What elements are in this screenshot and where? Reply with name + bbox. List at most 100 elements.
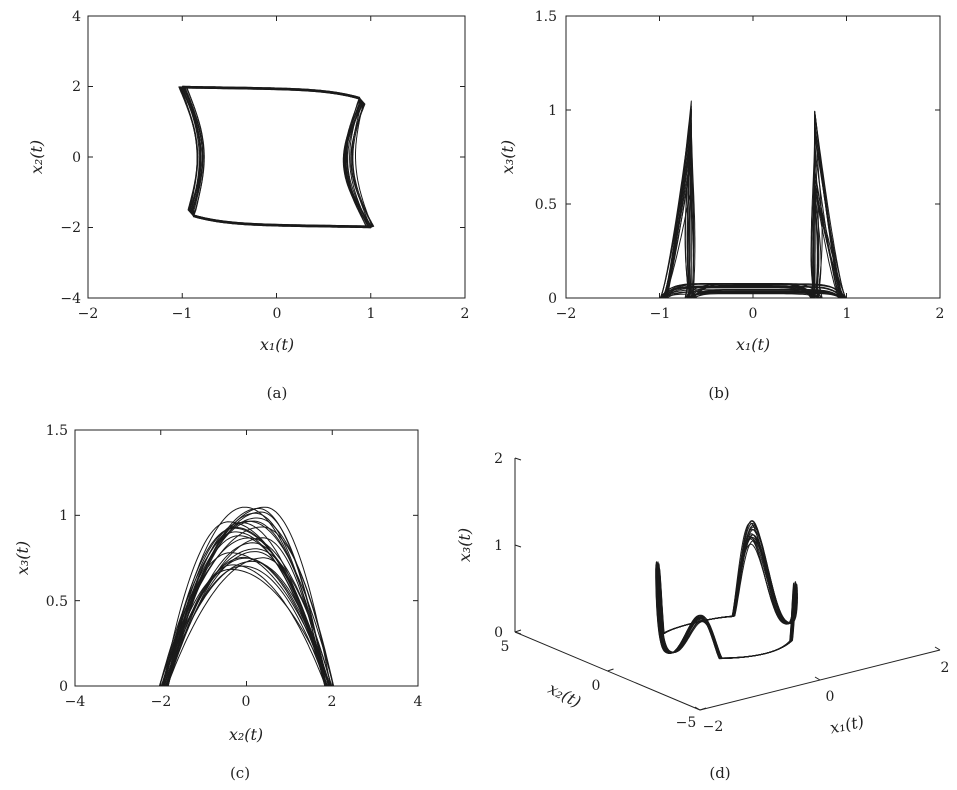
chart-b-xtick-label: −2	[556, 306, 577, 322]
chart-a-xticklabels: −2 −1 0 1 2	[78, 306, 470, 322]
chart-c-trajectory	[161, 552, 332, 687]
chart-c-trajectory	[163, 557, 330, 687]
chart-a-yticklabels: −4 −2 0 2 4	[60, 9, 81, 307]
chart-d-yticklabels: 5 0 −5	[501, 639, 697, 731]
chart-c-ticks	[74, 429, 419, 687]
chart-a-trajectory	[182, 85, 372, 229]
chart-d-ytick	[699, 707, 707, 711]
chart-a-trajectory	[181, 86, 372, 228]
chart-a-trajectory	[182, 86, 372, 227]
chart-b-ytick-label: 1	[548, 103, 557, 119]
chart-d-ylabel: x₂(t)	[545, 679, 584, 712]
chart-d-trajectory	[656, 522, 797, 659]
chart-d-zlabel: x₃(t)	[455, 528, 474, 562]
chart-a-ticks	[87, 15, 466, 299]
chart-a-trajectory	[180, 86, 372, 228]
chart-a-ytick-label: 0	[72, 150, 81, 166]
chart-a-trajectory	[182, 86, 372, 228]
chart-a-panel-label: (a)	[267, 384, 288, 402]
chart-b-trajectory	[663, 111, 843, 299]
chart-b-ytick-label: 0	[548, 291, 557, 307]
chart-d-xtick	[814, 676, 821, 681]
chart-b-ylabel: x₃(t)	[498, 140, 517, 174]
chart-c-xtick-label: 2	[328, 694, 337, 710]
chart-c-xtick-label: 0	[242, 694, 251, 710]
chart-d: 0 1 2 5 0 −5 −2 0 2 x₃(t) x₂(t) x₁(t) (d…	[455, 451, 949, 782]
chart-c-trajectory	[164, 520, 329, 687]
chart-b-trajectory	[662, 110, 844, 299]
chart-b-yticklabels: 0 0.5 1 1.5	[535, 9, 557, 307]
chart-b-ticks	[565, 15, 941, 299]
chart-b-xticklabels: −2 −1 0 1 2	[556, 306, 945, 322]
chart-d-ytick	[607, 668, 614, 672]
chart-a-ytick-label: 4	[72, 9, 81, 25]
chart-c-trajectory	[166, 564, 327, 687]
chart-d-trajectory	[656, 528, 797, 659]
chart-d-ytick-label: −5	[676, 715, 697, 731]
chart-d-xtick-label: −2	[703, 719, 724, 735]
chart-c-trajectory	[166, 531, 327, 687]
chart-c-xlabel: x₂(t)	[229, 725, 263, 744]
chart-c-yticklabels: 0 0.5 1 1.5	[46, 423, 68, 695]
chart-c-xticklabels: −4 −2 0 2 4	[65, 694, 423, 710]
chart-a-trajectory	[181, 85, 372, 229]
chart-d-panel-label: (d)	[709, 764, 730, 782]
chart-a-ytick-label: −2	[60, 220, 81, 236]
chart-a-trajectory	[181, 86, 372, 228]
chart-b-xtick-label: 2	[936, 306, 945, 322]
chart-d-xtick-label: 2	[941, 660, 950, 676]
chart-d-trajectory	[657, 520, 796, 659]
chart-c-trajectory	[166, 557, 327, 687]
chart-d-axes	[514, 458, 941, 711]
chart-b-frame	[565, 15, 941, 299]
chart-a-ylabel: x₂(t)	[27, 140, 46, 174]
chart-c-trajectory	[166, 507, 327, 687]
chart-d-xticklabels: −2 0 2	[703, 660, 950, 735]
chart-a-ytick-label: 2	[72, 79, 81, 95]
chart-d-trajectory	[656, 520, 797, 659]
chart-d-trajectory	[656, 534, 797, 659]
chart-d-trajectory	[655, 524, 798, 659]
chart-c-ytick-label: 1	[59, 508, 68, 524]
chart-b-ytick-label: 1.5	[535, 9, 557, 25]
chart-a-xtick-label: −1	[172, 306, 193, 322]
chart-a-trajectory	[182, 86, 372, 227]
chart-b-xtick-label: 1	[843, 306, 852, 322]
chart-b-ytick-label: 0.5	[535, 197, 557, 213]
chart-c-attractor	[158, 506, 335, 687]
chart-d-xlabel: x₁(t)	[828, 712, 866, 738]
chart-a-trajectory	[182, 86, 372, 227]
chart-c-trajectory	[162, 568, 331, 687]
chart-d-xtick	[694, 706, 701, 711]
chart-a-trajectory	[181, 86, 372, 228]
chart-b-trajectory	[661, 181, 845, 299]
chart-c-ytick-label: 0	[59, 679, 68, 695]
chart-a-attractor	[178, 85, 375, 229]
chart-a-trajectory	[182, 86, 372, 227]
chart-b-attractor	[659, 100, 847, 299]
chart-b-xlabel: x₁(t)	[736, 335, 770, 354]
chart-c: −4 −2 0 2 4 0 0.5 1 1.5 x₂(t) x₃(t) (c)	[13, 423, 423, 782]
chart-a-ytick-label: −4	[60, 291, 81, 307]
chart-b-trajectory	[660, 111, 846, 299]
chart-d-zticklabels: 0 1 2	[494, 451, 503, 641]
chart-d-attractor	[655, 520, 798, 660]
chart-c-trajectory	[166, 537, 327, 687]
chart-c-xtick-label: 4	[414, 694, 423, 710]
chart-d-ticks	[514, 457, 941, 711]
chart-a-xtick-label: 0	[273, 306, 282, 322]
chart-d-ytick	[514, 629, 522, 633]
chart-d-ztick	[514, 457, 522, 461]
chart-d-trajectory	[655, 534, 798, 659]
chart-b-trajectory	[664, 100, 841, 299]
chart-b-panel-label: (b)	[708, 384, 729, 402]
chart-d-xtick	[934, 646, 941, 651]
chart-c-trajectory	[165, 526, 328, 687]
chart-a-frame	[87, 15, 466, 299]
chart-d-ztick-label: 1	[494, 538, 503, 554]
chart-d-ztick-label: 0	[494, 625, 503, 641]
chart-d-xtick-label: 0	[826, 689, 835, 705]
chart-a-xtick-label: −2	[78, 306, 99, 322]
chart-a-xtick-label: 2	[461, 306, 470, 322]
